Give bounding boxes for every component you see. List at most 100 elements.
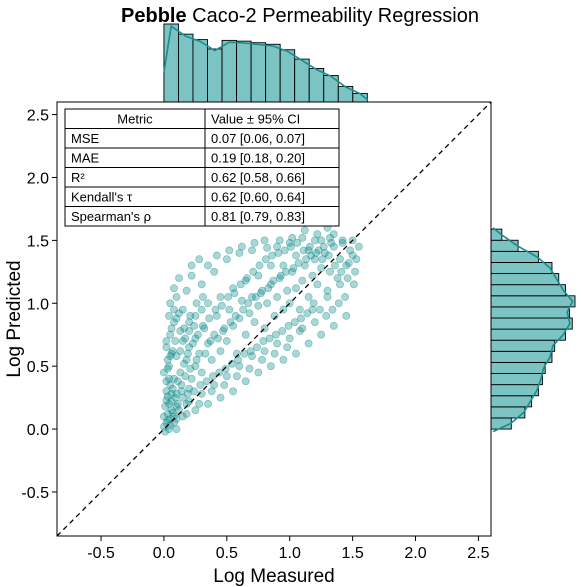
- scatter-point: [212, 311, 221, 320]
- scatter-point: [297, 314, 305, 323]
- scatter-point: [163, 364, 172, 373]
- top-hist-bar: [279, 49, 296, 103]
- scatter-point: [239, 305, 248, 314]
- metrics-header-metric: Metric: [117, 112, 153, 127]
- scatter-point: [266, 261, 275, 270]
- scatter-point: [190, 321, 198, 330]
- scatter-point: [250, 318, 259, 326]
- scatter-point: [280, 246, 289, 255]
- scatter-point: [273, 339, 281, 348]
- scatter-point: [229, 387, 237, 396]
- x-tick-label: 1.0: [279, 545, 301, 562]
- scatter-point: [167, 324, 176, 333]
- scatter-point: [207, 387, 216, 396]
- scatter-point: [172, 293, 181, 301]
- right-marginal-histogram: [490, 227, 576, 433]
- scatter-point: [161, 402, 170, 411]
- scatter-point: [352, 255, 361, 264]
- scatter-point: [221, 364, 230, 373]
- scatter-point: [165, 311, 173, 320]
- right-hist-bar: [490, 273, 560, 286]
- scatter-point: [215, 368, 224, 377]
- scatter-point: [298, 233, 307, 242]
- scatter-point: [342, 311, 351, 320]
- scatter-point: [256, 289, 265, 298]
- scatter-point: [172, 425, 181, 433]
- scatter-point: [224, 293, 232, 301]
- scatter-point: [322, 311, 331, 320]
- scatter-point: [207, 355, 216, 364]
- scatter-point: [328, 305, 337, 314]
- scatter-point: [235, 362, 244, 371]
- scatter-point: [202, 377, 211, 386]
- right-hist-bar: [490, 384, 539, 397]
- scatter-point: [282, 267, 290, 276]
- scatter-point: [170, 305, 178, 314]
- x-tick-label: 2.5: [467, 545, 489, 562]
- x-tick-label: 0.0: [153, 545, 175, 562]
- scatter-point: [168, 408, 177, 417]
- scatter-point: [271, 330, 280, 339]
- scatter-point: [250, 238, 259, 247]
- scatter-point: [240, 349, 249, 358]
- x-tick-label: 0.5: [216, 545, 238, 562]
- scatter-point: [182, 355, 191, 364]
- scatter-point: [263, 243, 271, 252]
- scatter-point: [310, 318, 319, 326]
- scatter-point: [234, 355, 242, 364]
- scatter-point: [305, 242, 314, 251]
- scatter-point: [167, 389, 176, 398]
- scatter-point: [230, 289, 239, 298]
- top-kde-curve: [163, 24, 369, 101]
- y-tick-label: 0.0: [27, 422, 49, 439]
- scatter-point: [351, 267, 359, 276]
- scatter-point: [304, 339, 313, 348]
- scatter-point: [198, 293, 207, 301]
- scatter-point: [236, 280, 245, 289]
- scatter-point: [210, 267, 219, 276]
- scatter-point: [216, 293, 225, 301]
- metrics-header-value: Value ± 95% CI: [211, 112, 300, 127]
- right-hist-bar: [490, 295, 576, 308]
- scatter-point: [338, 238, 347, 247]
- scatter-point: [176, 327, 185, 335]
- scatter-point: [181, 334, 190, 343]
- scatter-point: [191, 406, 200, 415]
- scatter-point: [220, 381, 229, 389]
- scatter-point: [205, 314, 214, 323]
- top-hist-bar: [236, 40, 252, 103]
- scatter-point: [206, 337, 215, 345]
- right-hist-bar: [490, 350, 553, 363]
- scatter-point: [163, 416, 172, 425]
- scatter-point: [161, 427, 170, 436]
- scatter-point: [166, 330, 175, 339]
- scatter-point: [182, 410, 191, 418]
- scatter-point: [248, 352, 256, 360]
- scatter-point: [319, 242, 328, 251]
- scatter-point: [191, 334, 200, 343]
- scatter-point: [222, 255, 231, 264]
- scatter-point: [308, 271, 317, 280]
- scatter-point: [343, 274, 352, 282]
- scatter-point: [183, 349, 192, 358]
- scatter-point: [244, 299, 253, 308]
- scatter-point: [177, 387, 186, 396]
- scatter-point: [235, 314, 244, 323]
- metrics-metric-value: 0.81 [0.79, 0.83]: [211, 209, 305, 224]
- scatter-point: [197, 305, 206, 314]
- scatter-point: [309, 299, 318, 308]
- scatter-point: [229, 321, 237, 330]
- scatter-point: [192, 299, 201, 308]
- scatter-point: [222, 337, 231, 345]
- scatter-point: [269, 276, 278, 285]
- scatter-point: [180, 324, 188, 333]
- scatter-point: [248, 246, 256, 255]
- scatter-point: [329, 321, 338, 330]
- scatter-point: [197, 368, 206, 377]
- scatter-point: [284, 321, 293, 330]
- metrics-metric-name: Kendall's τ: [71, 190, 133, 205]
- scatter-point: [168, 384, 177, 393]
- scatter-point: [354, 242, 363, 251]
- scatter-point: [312, 249, 320, 257]
- scatter-point: [172, 415, 181, 423]
